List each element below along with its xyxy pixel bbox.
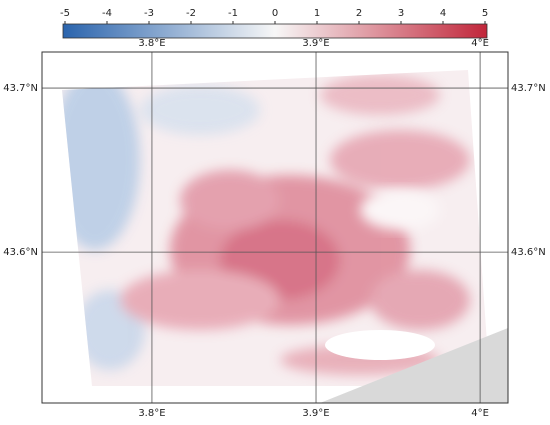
colorbar [62, 23, 488, 39]
lon-label-bottom: 3.9°E [302, 408, 329, 419]
map-frame [41, 51, 509, 404]
colorbar-tick-label: 0 [272, 8, 278, 19]
colorbar-tick-label: -3 [144, 8, 154, 19]
lon-label-bottom: 4°E [471, 408, 489, 419]
lat-label-left: 43.7°N [3, 83, 38, 94]
colorbar-tick-label: 2 [356, 8, 362, 19]
raster [62, 70, 490, 386]
colorbar-tick-label: -5 [60, 8, 70, 19]
colorbar-tick-label: -2 [186, 8, 196, 19]
graticule [42, 52, 508, 403]
land-mask [320, 328, 508, 403]
lon-label-top: 3.9°E [302, 38, 329, 49]
colorbar-tick-label: 1 [314, 8, 320, 19]
colorbar-tick-label: -1 [228, 8, 238, 19]
lat-label-right: 43.7°N [511, 83, 546, 94]
colorbar-tick-label: 5 [482, 8, 488, 19]
lon-label-top: 3.8°E [138, 38, 165, 49]
lon-label-top: 4°E [471, 38, 489, 49]
lat-label-right: 43.6°N [511, 247, 546, 258]
colorbar-tick-label: 3 [398, 8, 404, 19]
lat-label-left: 43.6°N [3, 247, 38, 258]
lon-label-bottom: 3.8°E [138, 408, 165, 419]
colorbar-tick-label: -4 [102, 8, 112, 19]
colorbar-tick-label: 4 [440, 8, 446, 19]
